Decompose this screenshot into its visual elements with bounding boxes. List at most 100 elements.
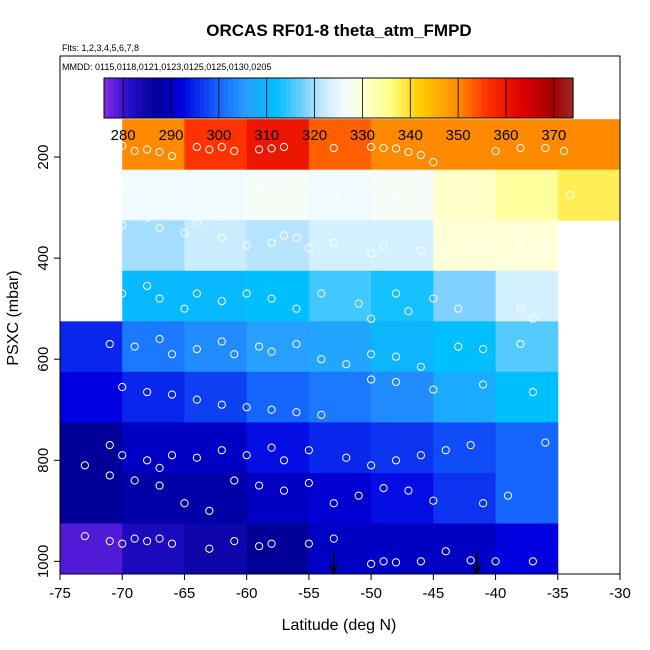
observation-point <box>391 352 401 361</box>
observation-point <box>391 144 401 153</box>
observation-point <box>429 385 438 394</box>
observation-point <box>379 143 388 153</box>
observation-point <box>130 476 139 485</box>
colorbar-segment <box>405 78 411 118</box>
observation-point <box>267 294 276 303</box>
observation-point <box>267 144 276 153</box>
observation-point <box>242 451 251 460</box>
heatmap-cell <box>246 472 310 524</box>
observation-point <box>354 299 363 308</box>
x-tick-label: -40 <box>485 585 507 602</box>
observation-point <box>118 382 127 392</box>
heatmap-cell <box>122 169 185 221</box>
heatmap-cell <box>184 422 248 474</box>
colorbar-segment <box>252 78 258 118</box>
observation-point <box>304 188 313 197</box>
colorbar-segment <box>458 78 464 118</box>
observation-point <box>255 542 264 551</box>
observation-point <box>304 243 313 253</box>
colorbar-segment <box>156 78 163 118</box>
observation-point <box>118 183 127 192</box>
colorbar-segment <box>257 78 263 118</box>
colorbar-segment <box>113 78 119 118</box>
observation-markers <box>80 141 575 568</box>
heatmap-cell <box>246 119 310 171</box>
observation-point <box>292 304 301 313</box>
observation-point <box>230 146 239 156</box>
colorbar-segment <box>357 78 364 118</box>
heatmap-cell <box>60 422 123 474</box>
colorbar-segment <box>309 78 316 118</box>
colorbar-segment <box>233 78 239 118</box>
colorbar-segment <box>529 78 536 118</box>
observation-point <box>230 476 239 485</box>
observation-point <box>217 337 226 346</box>
heatmap-cell <box>184 220 248 272</box>
colorbar-segment <box>563 78 569 118</box>
heatmap-cell <box>308 119 372 171</box>
observation-point <box>105 471 114 480</box>
colorbar-segment <box>568 78 574 118</box>
axes: -75 -70 -65 -60 -55 -50 -45 -40 -35 -30 200 400 600 8… <box>35 145 631 602</box>
colorbar-segment <box>400 78 407 118</box>
observation-point <box>143 213 152 222</box>
colorbar-segment <box>410 78 416 118</box>
observation-point <box>255 145 264 154</box>
observation-point <box>242 403 251 412</box>
observation-point <box>180 228 189 237</box>
observation-point <box>167 193 177 202</box>
colorbar-segment <box>185 78 191 118</box>
observation-point <box>192 453 201 462</box>
heatmap-cell <box>246 270 310 322</box>
colorbar-segment <box>415 78 421 118</box>
colorbar-segment <box>223 78 230 118</box>
y-tick-label: 400 <box>35 246 52 271</box>
colorbar-segment <box>544 78 550 118</box>
x-tick-label: -45 <box>422 585 444 602</box>
heatmap-cell <box>184 321 248 373</box>
colorbar-segment <box>261 78 268 118</box>
observation-point <box>367 559 376 568</box>
colorbar-segment <box>424 78 431 118</box>
colorbar-segment <box>472 78 478 118</box>
observation-point <box>267 347 276 356</box>
observation-point <box>379 557 388 566</box>
colorbar-segment <box>367 78 373 118</box>
observation-point <box>230 537 239 546</box>
observation-point <box>217 233 226 243</box>
colorbar-segment <box>285 78 292 118</box>
colorbar-frame <box>103 77 574 119</box>
observation-point <box>379 241 388 250</box>
observation-point <box>354 491 363 500</box>
heatmap-cell <box>184 523 248 575</box>
observation-point <box>143 456 152 465</box>
heatmap-cell <box>184 119 248 171</box>
observation-point <box>429 198 438 207</box>
heatmap-cell <box>308 472 372 524</box>
colorbar-segment <box>305 78 311 118</box>
colorbar-segment <box>510 78 517 118</box>
heatmap-cell <box>246 422 310 474</box>
colorbar-segment <box>328 78 335 118</box>
heatmap-cell <box>246 321 310 373</box>
observation-point <box>404 307 413 316</box>
observation-point <box>416 557 425 566</box>
colorbar-segment <box>429 78 435 118</box>
observation-point <box>491 557 500 566</box>
arrow-head <box>329 564 339 575</box>
observation-point <box>466 556 475 565</box>
observation-point <box>466 441 475 450</box>
observation-point <box>118 141 127 151</box>
colorbar-tick-label: 370 <box>541 127 566 144</box>
colorbar-segment <box>477 78 483 118</box>
colorbar-segment <box>218 78 225 118</box>
x-tick-label: -35 <box>547 585 569 602</box>
observation-point <box>342 360 351 369</box>
heatmap-cell <box>433 422 497 474</box>
observation-point <box>559 146 569 156</box>
colorbar-segment <box>247 78 253 118</box>
colorbar-segment <box>194 78 201 118</box>
observation-point <box>267 539 276 548</box>
observation-point <box>267 443 276 452</box>
